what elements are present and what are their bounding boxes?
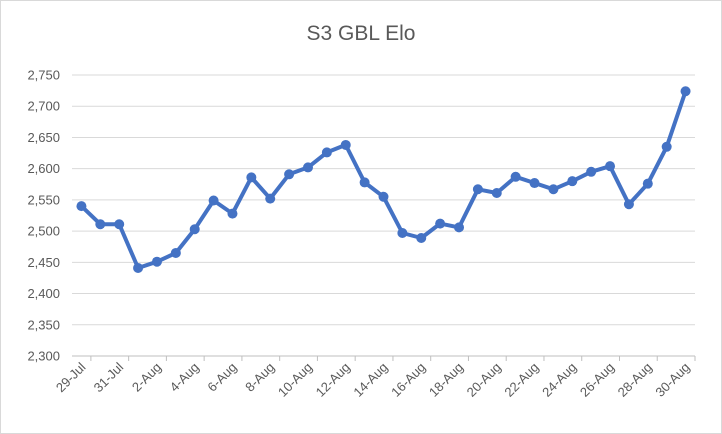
y-tick-label: 2,600 — [27, 161, 60, 176]
x-tick-label: 6-Aug — [204, 360, 239, 395]
y-tick-label: 2,500 — [27, 224, 60, 239]
x-tick-label: 4-Aug — [167, 360, 202, 395]
x-tick-label: 8-Aug — [242, 360, 277, 395]
data-point — [208, 195, 219, 206]
x-tick-label: 24-Aug — [539, 360, 579, 400]
x-tick-label: 16-Aug — [388, 360, 428, 400]
data-point — [302, 162, 313, 173]
y-tick-label: 2,700 — [27, 99, 60, 114]
series-line — [76, 86, 691, 273]
data-point — [491, 188, 502, 199]
x-tick-label: 31-Jul — [91, 359, 127, 395]
data-point — [246, 172, 257, 183]
data-point — [548, 184, 559, 195]
data-point — [605, 161, 616, 172]
data-point — [76, 201, 87, 212]
data-point — [642, 178, 653, 189]
data-point — [359, 177, 370, 188]
data-point — [397, 227, 408, 238]
data-point — [227, 208, 238, 219]
y-axis: 2,300 2,350 2,400 2,450 2,500 2,550 2,600 2,650… — [27, 68, 60, 364]
x-tick-label: 10-Aug — [275, 360, 315, 400]
x-tick-label: 30-Aug — [652, 360, 692, 400]
x-tick-label: 12-Aug — [313, 360, 353, 400]
y-tick-label: 2,650 — [27, 130, 60, 145]
x-tick-label: 14-Aug — [350, 360, 390, 400]
data-point — [435, 218, 446, 229]
x-tick-label: 20-Aug — [464, 360, 504, 400]
x-tick-label: 26-Aug — [577, 360, 617, 400]
data-point — [661, 141, 672, 152]
x-axis: 29-Jul 31-Jul 2-Aug 4-Aug 6-Aug 8-Aug10-Aug12… — [53, 356, 696, 400]
data-point — [510, 171, 521, 182]
data-point — [189, 224, 200, 235]
data-point — [586, 166, 597, 177]
y-tick-label: 2,350 — [27, 317, 60, 332]
data-point — [472, 184, 483, 195]
x-tick-label: 2-Aug — [129, 360, 164, 395]
data-point — [95, 219, 106, 230]
data-point — [133, 262, 144, 273]
gridlines — [72, 74, 695, 357]
data-point — [170, 247, 181, 258]
y-tick-label: 2,300 — [27, 349, 60, 364]
data-point — [529, 178, 540, 189]
x-tick-label: 18-Aug — [426, 360, 466, 400]
chart-title: S3 GBL Elo — [306, 22, 416, 45]
data-point — [114, 219, 125, 230]
y-tick-label: 2,750 — [27, 68, 60, 83]
data-point — [284, 169, 295, 180]
data-point — [265, 193, 276, 204]
data-point — [454, 222, 465, 233]
y-tick-label: 2,550 — [27, 192, 60, 207]
data-point — [340, 139, 351, 150]
data-point — [680, 86, 691, 97]
data-point — [321, 147, 332, 158]
data-point — [378, 191, 389, 202]
data-point — [567, 176, 578, 187]
series-polyline — [79, 89, 688, 270]
x-tick-label: 29-Jul — [53, 359, 89, 395]
data-point — [151, 256, 162, 267]
x-tick-label: 28-Aug — [615, 360, 655, 400]
y-tick-label: 2,450 — [27, 255, 60, 270]
y-tick-label: 2,400 — [27, 286, 60, 301]
x-tick-label: 22-Aug — [501, 360, 541, 400]
data-point — [623, 199, 634, 210]
data-point — [416, 232, 427, 243]
